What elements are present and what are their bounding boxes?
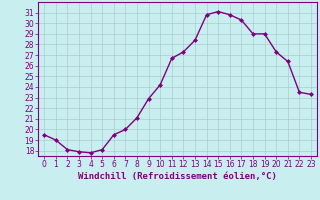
X-axis label: Windchill (Refroidissement éolien,°C): Windchill (Refroidissement éolien,°C) [78,172,277,181]
